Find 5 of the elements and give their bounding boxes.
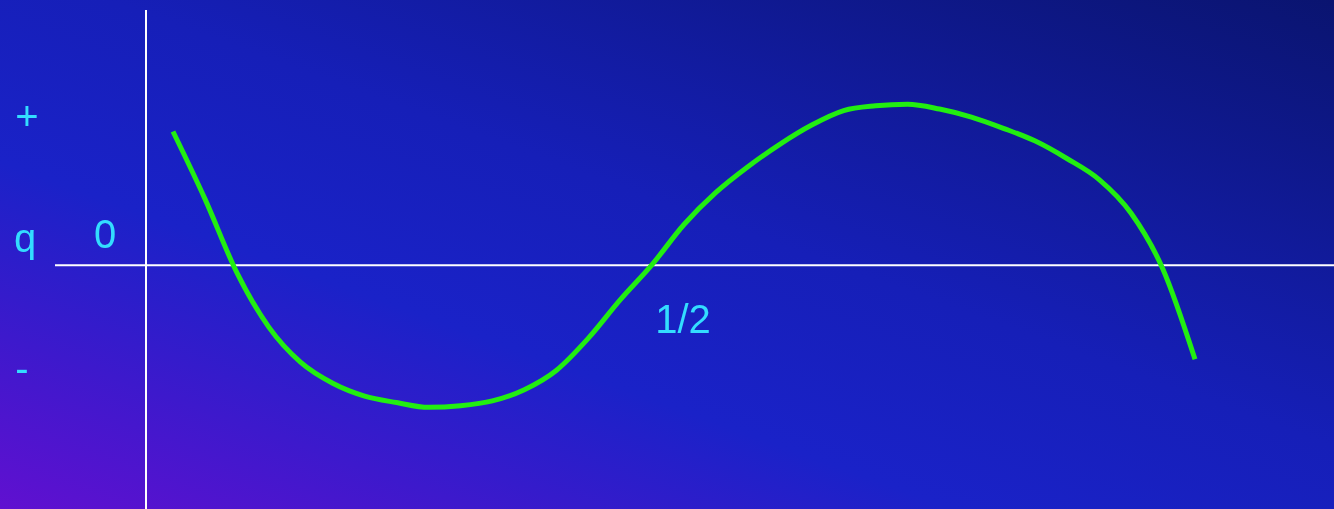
text: 0 xyxy=(93,212,117,256)
annotation: 1/2 xyxy=(655,297,711,342)
y-axis-title: q xyxy=(13,216,37,260)
text: + xyxy=(15,94,39,138)
text: - xyxy=(15,346,29,390)
